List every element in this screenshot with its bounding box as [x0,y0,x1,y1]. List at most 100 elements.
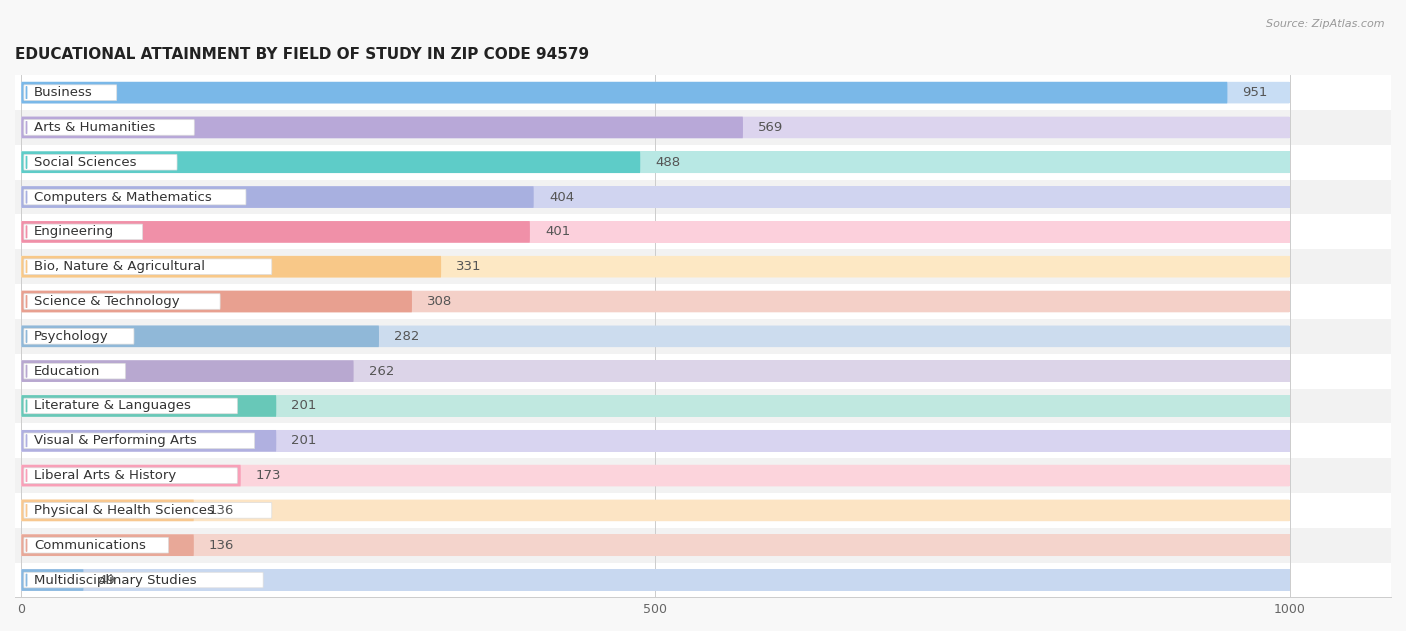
FancyBboxPatch shape [21,430,1289,452]
FancyBboxPatch shape [21,221,530,243]
Text: 569: 569 [758,121,783,134]
Bar [21,151,1289,173]
FancyBboxPatch shape [24,538,169,553]
FancyBboxPatch shape [21,534,1289,556]
Bar [21,221,1289,243]
FancyBboxPatch shape [21,221,1289,243]
Text: Physical & Health Sciences: Physical & Health Sciences [34,504,214,517]
FancyBboxPatch shape [24,398,238,414]
Text: 308: 308 [427,295,453,308]
FancyBboxPatch shape [21,186,1289,208]
Text: Multidisciplinary Studies: Multidisciplinary Studies [34,574,197,587]
FancyBboxPatch shape [24,503,271,518]
Text: 404: 404 [548,191,574,204]
FancyBboxPatch shape [21,186,534,208]
Bar [15,215,1391,249]
FancyBboxPatch shape [24,468,238,483]
Text: 951: 951 [1243,86,1268,99]
FancyBboxPatch shape [24,572,263,588]
Text: Engineering: Engineering [34,225,114,239]
Bar [21,186,1289,208]
FancyBboxPatch shape [24,294,221,309]
Bar [15,145,1391,180]
Text: Computers & Mathematics: Computers & Mathematics [34,191,212,204]
Text: Literature & Languages: Literature & Languages [34,399,191,413]
Bar [15,249,1391,284]
FancyBboxPatch shape [21,395,276,416]
Bar [21,500,1289,521]
Text: Business: Business [34,86,93,99]
FancyBboxPatch shape [21,291,1289,312]
FancyBboxPatch shape [24,329,134,344]
Text: Arts & Humanities: Arts & Humanities [34,121,155,134]
Text: EDUCATIONAL ATTAINMENT BY FIELD OF STUDY IN ZIP CODE 94579: EDUCATIONAL ATTAINMENT BY FIELD OF STUDY… [15,47,589,62]
Text: Bio, Nature & Agricultural: Bio, Nature & Agricultural [34,260,205,273]
FancyBboxPatch shape [21,500,194,521]
FancyBboxPatch shape [21,430,276,452]
Bar [21,569,1289,591]
Text: Communications: Communications [34,539,146,551]
Bar [21,82,1289,103]
Bar [15,110,1391,145]
Bar [21,360,1289,382]
Bar [21,291,1289,312]
FancyBboxPatch shape [21,291,412,312]
FancyBboxPatch shape [21,117,742,138]
FancyBboxPatch shape [21,82,1289,103]
FancyBboxPatch shape [21,82,1227,103]
Text: 262: 262 [368,365,394,377]
FancyBboxPatch shape [24,120,194,135]
Bar [21,534,1289,556]
Bar [21,430,1289,452]
Bar [15,354,1391,389]
FancyBboxPatch shape [21,569,1289,591]
FancyBboxPatch shape [21,256,441,278]
FancyBboxPatch shape [24,259,271,274]
Bar [15,389,1391,423]
Bar [21,395,1289,416]
Text: Psychology: Psychology [34,330,108,343]
Bar [15,75,1391,110]
FancyBboxPatch shape [21,360,1289,382]
Text: 173: 173 [256,469,281,482]
Text: 136: 136 [209,539,235,551]
Text: 201: 201 [291,399,316,413]
FancyBboxPatch shape [24,189,246,205]
Text: 331: 331 [457,260,482,273]
Bar [21,117,1289,138]
FancyBboxPatch shape [21,117,1289,138]
Text: Social Sciences: Social Sciences [34,156,136,168]
Bar [21,326,1289,347]
FancyBboxPatch shape [21,256,1289,278]
Text: Source: ZipAtlas.com: Source: ZipAtlas.com [1267,19,1385,29]
FancyBboxPatch shape [24,155,177,170]
FancyBboxPatch shape [21,465,1289,487]
FancyBboxPatch shape [24,85,117,100]
FancyBboxPatch shape [21,151,1289,173]
Bar [15,458,1391,493]
FancyBboxPatch shape [24,224,142,240]
Bar [15,493,1391,528]
Text: Liberal Arts & History: Liberal Arts & History [34,469,176,482]
Bar [15,563,1391,598]
FancyBboxPatch shape [21,500,1289,521]
Text: 401: 401 [546,225,571,239]
FancyBboxPatch shape [21,569,83,591]
FancyBboxPatch shape [21,151,640,173]
Text: 488: 488 [655,156,681,168]
FancyBboxPatch shape [21,534,194,556]
Bar [15,319,1391,354]
FancyBboxPatch shape [24,363,125,379]
Bar [21,256,1289,278]
Bar [15,423,1391,458]
FancyBboxPatch shape [21,326,1289,347]
Text: 282: 282 [394,330,419,343]
Bar [21,465,1289,487]
Text: 136: 136 [209,504,235,517]
FancyBboxPatch shape [21,360,354,382]
FancyBboxPatch shape [21,395,1289,416]
Text: Education: Education [34,365,100,377]
Bar [15,284,1391,319]
Text: 201: 201 [291,434,316,447]
Bar [15,528,1391,563]
